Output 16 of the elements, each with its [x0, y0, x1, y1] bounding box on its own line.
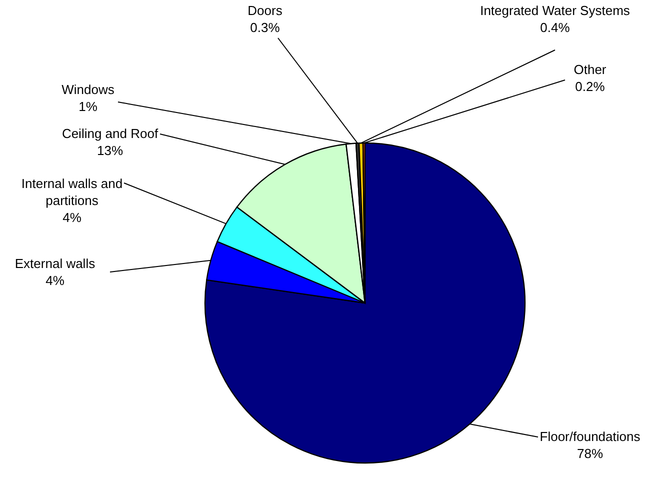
- slice-label: Integrated Water Systems: [480, 3, 630, 18]
- slice-label: Ceiling and Roof: [62, 126, 158, 141]
- data-label: 0.2%: [575, 79, 606, 94]
- data-label: 4%: [46, 273, 65, 288]
- data-label: 0.3%: [250, 20, 280, 35]
- slice-label: Other: [574, 62, 607, 77]
- data-label: 1%: [78, 99, 98, 114]
- slice-label: Floor/foundations: [540, 429, 641, 444]
- slice-label: Internal walls and partitions: [21, 176, 123, 208]
- slice-label: Doors: [248, 3, 283, 18]
- slice-label: Windows: [62, 82, 115, 97]
- data-label: 13%: [96, 143, 124, 158]
- data-label: 78%: [576, 446, 604, 461]
- slice-label: External walls: [14, 256, 96, 271]
- data-label: 4%: [62, 210, 82, 225]
- data-label: 0.4%: [540, 20, 570, 35]
